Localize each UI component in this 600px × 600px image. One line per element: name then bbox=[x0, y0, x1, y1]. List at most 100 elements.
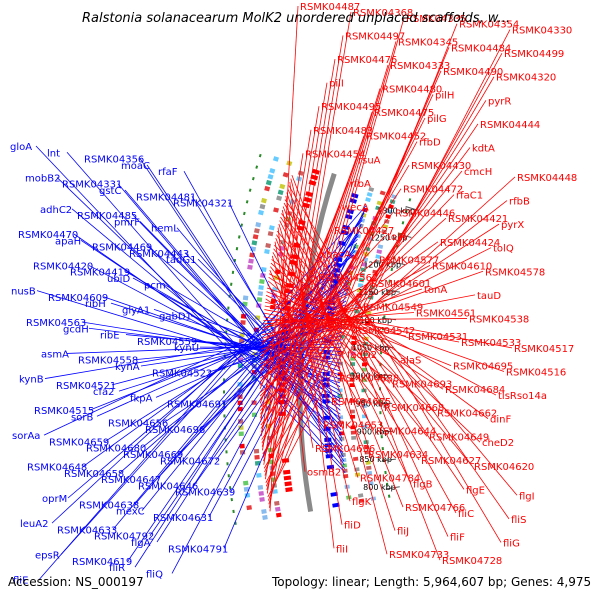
forward-leader-line bbox=[281, 209, 351, 502]
feature-block bbox=[375, 205, 381, 211]
ruler-tick bbox=[397, 233, 412, 238]
reverse-gene-label: nusB bbox=[11, 287, 36, 298]
forward-leader-line bbox=[261, 282, 370, 343]
forward-gene-label: RSMK04497 bbox=[345, 31, 405, 42]
reverse-leader-line bbox=[60, 220, 363, 555]
reverse-gene-label: flgA bbox=[131, 538, 151, 549]
feature-block bbox=[285, 487, 293, 493]
reverse-gene-label: RSMK04648 bbox=[27, 463, 87, 474]
feature-block bbox=[259, 496, 265, 502]
forward-leader-line bbox=[264, 305, 460, 343]
forward-leader-line bbox=[267, 284, 338, 378]
feature-block bbox=[308, 179, 317, 186]
reverse-gene-label: RSMK04792 bbox=[94, 532, 154, 543]
forward-leader-line bbox=[269, 11, 352, 508]
forward-gene-label: tlsRso14a bbox=[498, 391, 547, 402]
feature-block bbox=[358, 498, 365, 503]
reverse-gene-label: RSMK04658 bbox=[64, 469, 124, 480]
feature-block bbox=[274, 506, 281, 512]
feature-block bbox=[253, 228, 260, 234]
forward-gene-label: wecA bbox=[342, 202, 369, 213]
ruler-tick-label: 1250 kbp bbox=[370, 233, 408, 242]
feature-block bbox=[270, 298, 277, 304]
reverse-gene-label: RSMK04639 bbox=[175, 488, 235, 499]
feature-block bbox=[357, 493, 364, 498]
feature-block bbox=[255, 222, 262, 228]
forward-gene-label: tonA bbox=[310, 297, 333, 308]
forward-gene-label: RSMK04552 bbox=[302, 320, 362, 331]
forward-gene-label: RSMK04728 bbox=[442, 556, 502, 567]
feature-block bbox=[243, 486, 250, 492]
forward-gene-label: tonA bbox=[424, 285, 447, 296]
forward-leader-line bbox=[271, 255, 322, 425]
reverse-leader-line bbox=[176, 227, 342, 423]
feature-block bbox=[351, 249, 358, 255]
reverse-leader-line bbox=[184, 252, 341, 407]
forward-gene-label: rfbB bbox=[509, 197, 530, 208]
forward-leader-line bbox=[287, 188, 449, 537]
forward-leader-line bbox=[265, 298, 346, 355]
feature-block bbox=[264, 185, 271, 192]
forward-leader-line bbox=[266, 291, 452, 366]
feature-block bbox=[274, 500, 280, 506]
forward-leader-line bbox=[286, 192, 396, 531]
forward-gene-label: RSMK04636 bbox=[315, 444, 375, 455]
label-leader-lines bbox=[35, 5, 518, 580]
forward-gene-label: cmcH bbox=[464, 167, 492, 178]
reverse-gene-label: rfaF bbox=[158, 167, 178, 178]
feature-block bbox=[365, 197, 371, 203]
forward-gene-label: RSMK04490 bbox=[443, 67, 503, 78]
reverse-gene-label: RSMK04609 bbox=[48, 293, 108, 304]
forward-leader-line bbox=[269, 269, 330, 402]
forward-gene-label: RSMK04448 bbox=[517, 173, 577, 184]
reverse-gene-label: RSMK04638 bbox=[79, 500, 139, 511]
forward-leader-line bbox=[265, 294, 399, 361]
forward-gene-label: RSMK04430 bbox=[411, 161, 471, 172]
forward-gene-label: RSMK04733 bbox=[389, 550, 449, 561]
ruler-tick-label: 800 kbp bbox=[363, 483, 396, 492]
reverse-gene-label: RSMK04669 bbox=[123, 450, 183, 461]
reverse-gene-label: RSMK04331 bbox=[62, 180, 122, 191]
forward-gene-label: RSMK04333 bbox=[390, 61, 450, 72]
reverse-gene-label: pmrF bbox=[114, 217, 140, 228]
feature-block bbox=[296, 225, 305, 231]
forward-gene-label: fliS bbox=[511, 515, 526, 526]
reverse-gene-label: fliR bbox=[109, 563, 125, 574]
reverse-gene-label: RSMK04791 bbox=[168, 544, 228, 555]
feature-block bbox=[359, 272, 366, 278]
reverse-gene-label: adhC2 bbox=[40, 205, 72, 216]
feature-block bbox=[376, 200, 383, 206]
feature-block bbox=[251, 240, 258, 246]
reverse-gene-label: RSMK04633 bbox=[57, 525, 117, 536]
reverse-gene-label: kynB bbox=[19, 375, 44, 386]
reverse-gene-label: RSMK04647 bbox=[101, 475, 161, 486]
forward-gene-label: alaS bbox=[400, 356, 421, 367]
reverse-leader-line bbox=[230, 258, 354, 492]
forward-gene-label: RSMK04693 bbox=[392, 379, 452, 390]
forward-gene-label: pilI bbox=[329, 79, 344, 90]
feature-block bbox=[267, 231, 274, 237]
ruler-tick-label: 1050 kbp bbox=[352, 344, 390, 353]
reverse-gene-label: RSMK04656 bbox=[108, 419, 168, 430]
feature-block bbox=[376, 249, 383, 254]
forward-gene-label: RSMK04320 bbox=[496, 73, 556, 84]
reverse-gene-label: pcm bbox=[144, 280, 166, 291]
feature-block bbox=[257, 484, 264, 490]
forward-gene-label: RSMK04499 bbox=[504, 49, 564, 60]
forward-leader-line bbox=[263, 82, 328, 465]
feature-block bbox=[259, 279, 265, 284]
feature-block bbox=[381, 229, 387, 234]
ruler-tick bbox=[391, 261, 406, 266]
feature-block bbox=[258, 285, 264, 290]
forward-leader-line bbox=[260, 247, 492, 365]
ruler-tick-label: 950 kbp bbox=[356, 399, 389, 408]
forward-gene-label: fliJ bbox=[397, 527, 409, 538]
reverse-gene-label: RSMK04563 bbox=[26, 318, 86, 329]
forward-gene-label: RSMK04427 bbox=[334, 226, 394, 237]
feature-block bbox=[264, 248, 270, 255]
forward-gene-label: RSMK04784 bbox=[360, 474, 420, 485]
forward-gene-label: RSMK04475 bbox=[374, 108, 434, 119]
forward-leader-line bbox=[264, 64, 389, 476]
forward-gene-label: pyrX bbox=[501, 220, 524, 231]
forward-gene-label: pilH bbox=[435, 90, 454, 101]
